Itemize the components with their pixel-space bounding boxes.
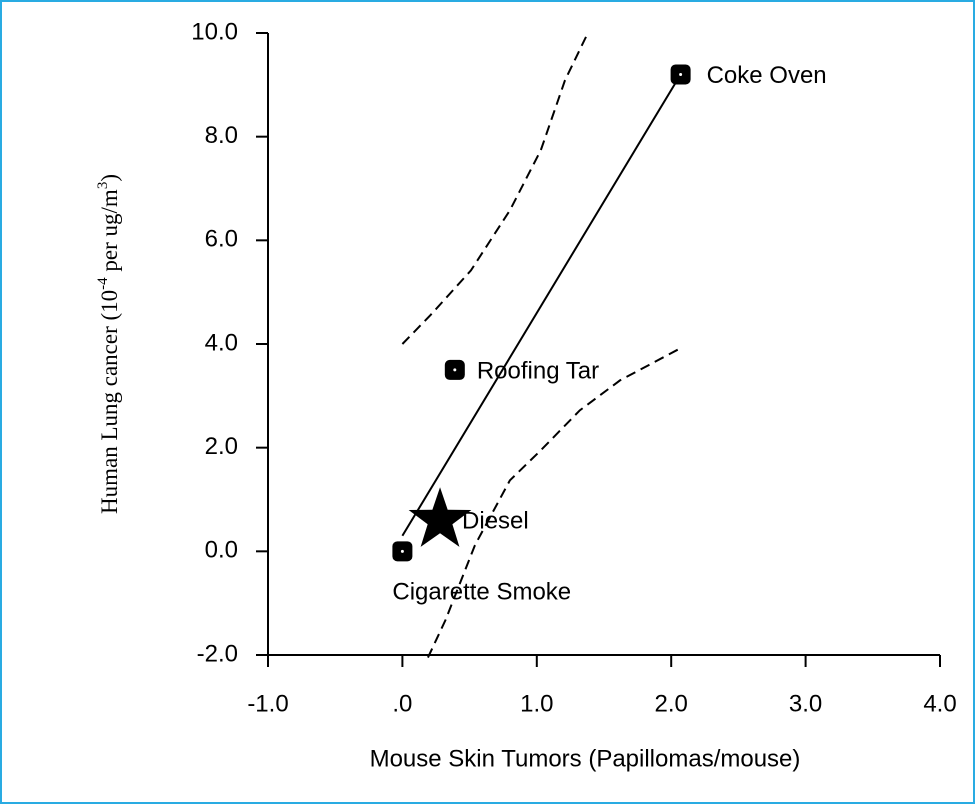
- star-marker: [408, 487, 472, 547]
- y-tick-label: -2.0: [197, 640, 238, 667]
- y-label-sup: -4: [95, 277, 111, 290]
- y-tick-label: 2.0: [205, 433, 238, 460]
- y-label-part: ): [97, 174, 122, 182]
- y-label-part: per ug/m: [97, 189, 122, 277]
- y-label-part: Human Lung cancer (10: [97, 290, 122, 514]
- x-tick-label: -1.0: [247, 690, 288, 717]
- point-label: Diesel: [462, 508, 529, 535]
- curve: [401, 32, 589, 345]
- x-tick-label: 3.0: [789, 690, 822, 717]
- x-tick-label: 4.0: [923, 690, 956, 717]
- x-tick-label: 1.0: [520, 690, 553, 717]
- x-tick-label: .0: [392, 690, 412, 717]
- marker-dot: [453, 368, 457, 372]
- y-tick-label: 6.0: [205, 226, 238, 253]
- x-tick-label: 2.0: [655, 690, 688, 717]
- y-tick-label: 10.0: [191, 18, 238, 45]
- y-label-sup: 3: [95, 182, 111, 190]
- curve: [427, 347, 682, 659]
- y-tick-label: 0.0: [205, 537, 238, 564]
- marker-dot: [679, 72, 683, 76]
- curve: [401, 73, 682, 537]
- marker-dot: [400, 549, 404, 553]
- y-axis-label: Human Lung cancer (10-4 per ug/m3): [95, 174, 122, 514]
- point-label: Roofing Tar: [477, 357, 599, 384]
- point-label: Cigarette Smoke: [392, 579, 571, 606]
- y-tick-label: 8.0: [205, 122, 238, 149]
- x-axis-label: Mouse Skin Tumors (Papillomas/mouse): [370, 745, 801, 772]
- point-label: Coke Oven: [707, 62, 827, 89]
- y-tick-label: 4.0: [205, 329, 238, 356]
